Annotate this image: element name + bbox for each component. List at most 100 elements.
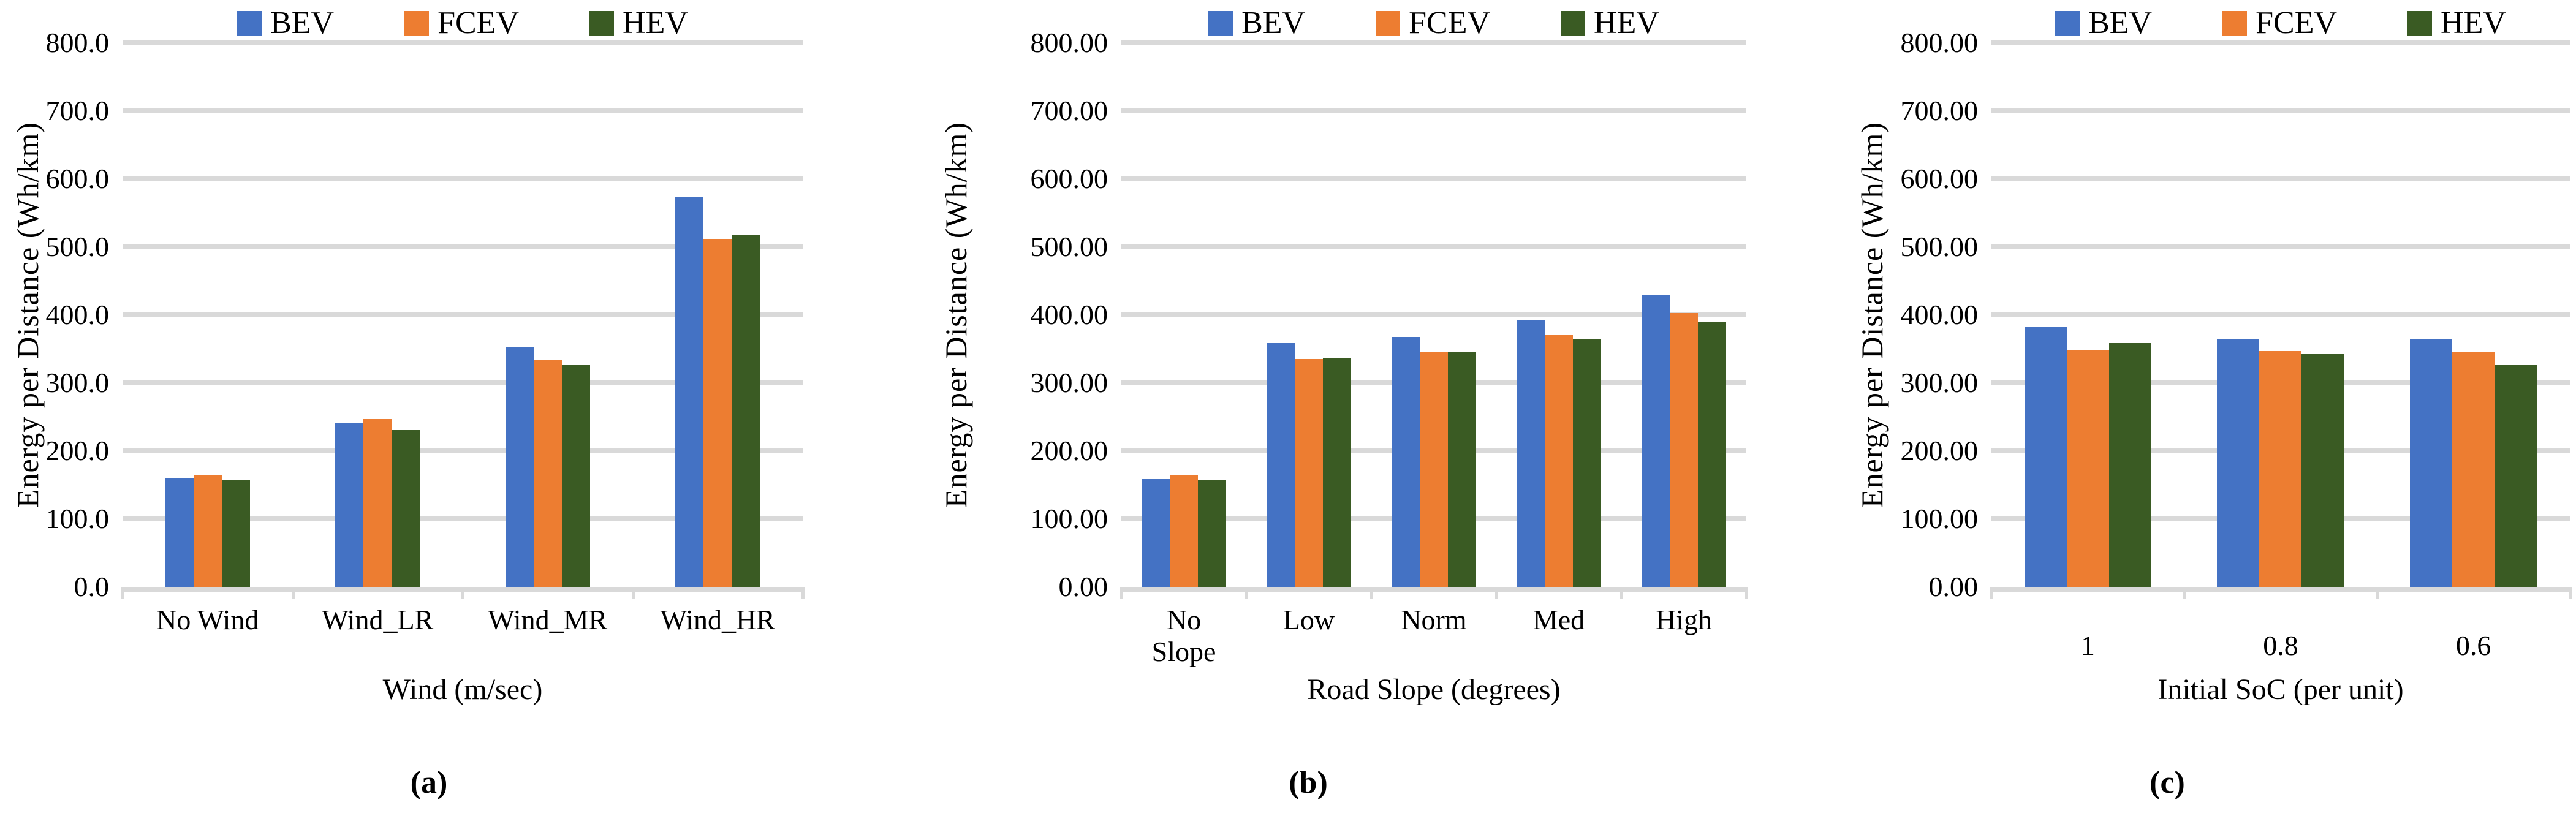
legend-label: HEV — [623, 6, 688, 40]
gridline-500 — [1121, 244, 1746, 249]
gridline-300 — [123, 380, 803, 385]
gridline-800 — [1121, 40, 1746, 45]
x-axis-line — [1121, 587, 1746, 592]
legend-swatch-fcev-icon — [2222, 11, 2248, 36]
y-tick-label: 200.0 — [45, 435, 110, 466]
legend-label: BEV — [1241, 6, 1306, 40]
legend-label: HEV — [1594, 6, 1659, 40]
legend-chart-a: BEV FCEV HEV — [123, 5, 803, 42]
x-axis-title: Initial SoC (per unit) — [2157, 673, 2404, 706]
plot-area-a — [121, 40, 805, 599]
x-axis-title: Road Slope (degrees) — [1307, 673, 1561, 706]
bar-hev-med — [1573, 338, 1601, 587]
gridline-800 — [123, 40, 803, 45]
x-tick-label: Norm — [1401, 604, 1467, 635]
gridline-200 — [123, 448, 803, 453]
gridline-400 — [1991, 312, 2570, 317]
legend-label: FCEV — [1409, 6, 1491, 40]
bar-hev-0.6 — [2495, 365, 2537, 587]
x-tick-labels: 1 0.8 0.6 — [1991, 630, 2570, 662]
y-tick-label: 800.00 — [1900, 27, 1979, 58]
bar-bev-no-wind — [165, 478, 194, 587]
y-tick-label: 100.0 — [45, 503, 110, 534]
y-tick-label: 100.00 — [1900, 503, 1979, 534]
legend-label: BEV — [270, 6, 335, 40]
category-tick — [631, 587, 635, 599]
bar-hev-wind_hr — [732, 235, 760, 587]
bar-group-high — [1621, 43, 1746, 587]
bar-group-1 — [1991, 43, 2184, 587]
category-tick — [1120, 587, 1123, 599]
bar-fcev-low — [1295, 359, 1323, 587]
bar-hev-wind_lr — [392, 429, 420, 587]
bar-hev-no-slope — [1198, 480, 1226, 587]
gridline-500 — [1991, 244, 2570, 249]
y-tick-label: 300.00 — [1900, 367, 1979, 398]
x-tick-label: 1 — [2080, 630, 2095, 661]
x-tick-labels: No Wind Wind_LR Wind_MR Wind_HR — [123, 604, 803, 636]
legend-item-bev: BEV — [1208, 7, 1305, 39]
category-tick — [1990, 587, 1993, 599]
legend-swatch-hev-icon — [589, 11, 615, 36]
category-tick — [1370, 587, 1373, 599]
bar-fcev-0.6 — [2452, 352, 2495, 587]
bar-bev-med — [1517, 319, 1545, 587]
y-tick-label: 300.0 — [45, 367, 110, 398]
gridline-700 — [1991, 108, 2570, 113]
x-tick-label: No Wind — [156, 604, 259, 635]
legend-label: HEV — [2441, 6, 2506, 40]
bar-hev-1 — [2108, 342, 2151, 587]
bar-fcev-wind_hr — [703, 238, 732, 587]
y-tick-label: 300.00 — [1030, 367, 1108, 398]
bar-hev-norm — [1448, 352, 1476, 587]
gridline-500 — [123, 244, 803, 249]
gridline-800 — [1991, 40, 2570, 45]
x-tick-label: High — [1656, 604, 1712, 635]
gridline-400 — [1121, 312, 1746, 317]
gridline-700 — [123, 108, 803, 113]
y-tick-label: 100.00 — [1030, 503, 1108, 534]
y-tick-label: 600.0 — [45, 163, 110, 194]
bar-fcev-med — [1545, 335, 1573, 587]
chart-a: BEV FCEV HEV Energy per Distance (Wh/km) 800… — [0, 0, 858, 824]
category-tick — [1245, 587, 1248, 599]
chart-c: BEV FCEV HEV Energy per Distance (Wh/km) 800… — [1759, 0, 2576, 824]
y-tick-label: 400.00 — [1030, 299, 1108, 330]
y-tick-label: 600.00 — [1030, 163, 1108, 194]
gridline-600 — [1121, 176, 1746, 181]
y-tick-label: 200.00 — [1900, 435, 1979, 466]
bar-bev-wind_mr — [505, 347, 534, 587]
bar-group-no-wind — [123, 43, 293, 587]
bar-fcev-norm — [1420, 352, 1448, 587]
legend-swatch-bev-icon — [1208, 11, 1233, 36]
bar-group-0.8 — [2184, 43, 2377, 587]
x-tick-label: Low — [1282, 604, 1335, 635]
category-tick — [2569, 587, 2572, 599]
y-tick-label: 800.0 — [45, 27, 110, 58]
bar-groups — [1991, 43, 2570, 587]
x-tick-label: Wind_MR — [488, 604, 608, 635]
x-tick-labels: No Slope Low Norm Med High — [1121, 604, 1746, 668]
gridline-100 — [123, 516, 803, 521]
legend-swatch-fcev-icon — [404, 11, 430, 36]
legend-item-fcev: FCEV — [404, 7, 519, 39]
bar-group-low — [1246, 43, 1371, 587]
plot-area-b — [1120, 40, 1748, 599]
bar-fcev-high — [1670, 312, 1698, 587]
legend-label: FCEV — [438, 6, 520, 40]
bar-fcev-no-wind — [193, 474, 222, 587]
legend-label: FCEV — [2256, 6, 2338, 40]
y-tick-label: 700.00 — [1030, 95, 1108, 126]
bar-bev-wind_lr — [335, 423, 364, 587]
x-tick-label: Wind_HR — [660, 604, 775, 635]
category-tick — [2376, 587, 2379, 599]
caption-c: (c) — [2150, 765, 2185, 800]
bar-bev-no-slope — [1142, 478, 1170, 587]
y-tick-label: 600.00 — [1900, 163, 1979, 194]
legend-item-hev: HEV — [589, 7, 688, 39]
y-tick-label: 200.00 — [1030, 435, 1108, 466]
bar-fcev-0.8 — [2259, 350, 2302, 587]
legend-swatch-hev-icon — [1561, 11, 1586, 36]
gridline-600 — [123, 176, 803, 181]
gridline-600 — [1991, 176, 2570, 181]
